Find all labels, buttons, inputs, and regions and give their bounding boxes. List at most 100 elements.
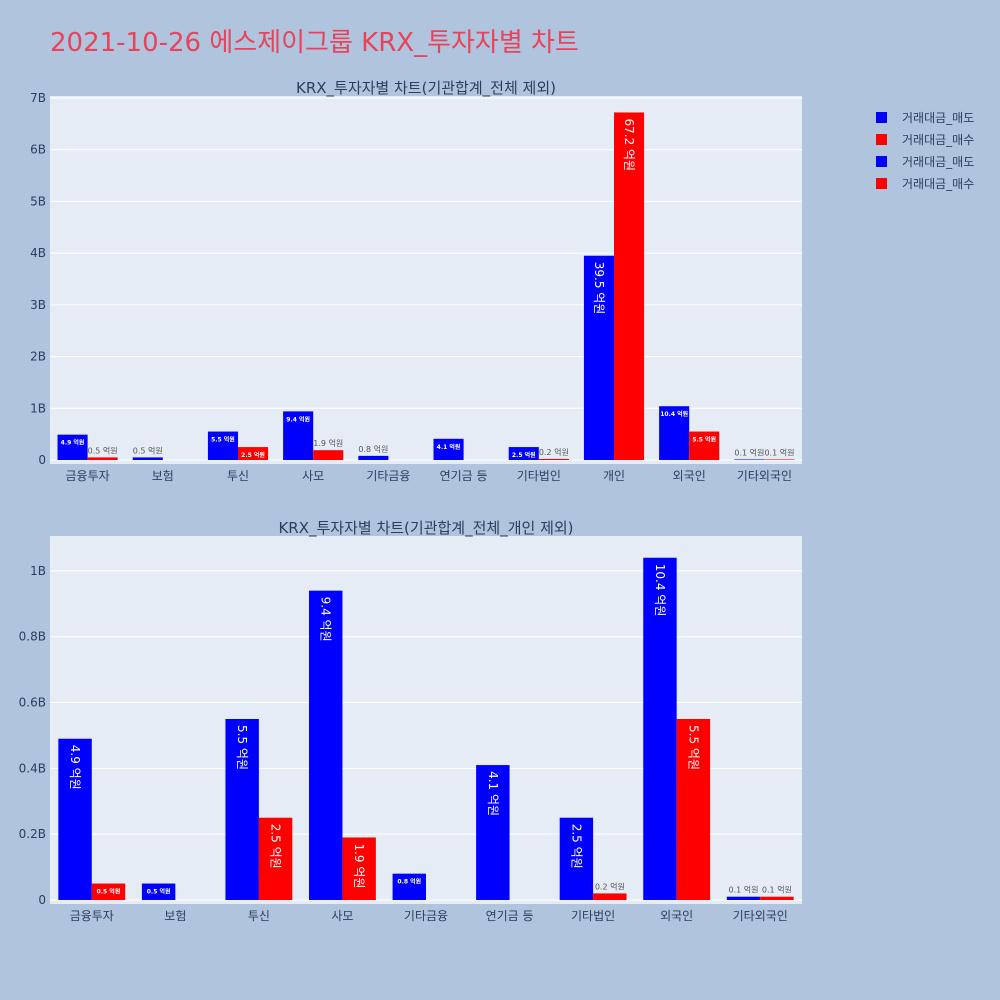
- data-label: 39.5 억원: [592, 262, 606, 315]
- data-label: 0.2 억원: [595, 881, 625, 891]
- y-tick-label: 0: [38, 453, 46, 467]
- x-tick-label: 기타외국인: [737, 469, 792, 483]
- y-tick-label: 1B: [30, 401, 46, 415]
- bar: [476, 765, 510, 900]
- legend-label: 거래대금_매도: [902, 154, 975, 169]
- x-tick-label: 개인: [603, 469, 625, 483]
- legend[interactable]: 거래대금_매도 거래대금_매수 거래대금_매도 거래대금_매수: [876, 106, 974, 194]
- x-tick-label: 연기금 등: [440, 469, 488, 483]
- bar: [559, 817, 594, 900]
- data-label: 0.1 억원: [762, 885, 792, 895]
- bar: [238, 447, 269, 460]
- data-label: 0.1 억원: [734, 447, 764, 457]
- x-tick-label: 보험: [164, 909, 186, 923]
- y-tick-label: 0.8B: [19, 630, 46, 644]
- bar: [726, 896, 761, 900]
- bar: [132, 457, 163, 460]
- legend-label: 거래대금_매도: [902, 110, 975, 125]
- legend-swatch: [876, 133, 887, 145]
- bar: [614, 112, 645, 460]
- data-label: 4.1 억원: [486, 771, 500, 816]
- x-tick-label: 투신: [227, 469, 249, 483]
- legend-swatch: [876, 177, 887, 189]
- bar: [207, 431, 238, 460]
- x-tick-label: 보험: [152, 469, 174, 483]
- data-label: 4.9 억원: [61, 439, 85, 447]
- data-label: 0.2 억원: [539, 447, 569, 457]
- bar: [283, 411, 314, 460]
- page-title: 2021-10-26 에스제이그룹 KRX_투자자별 차트: [50, 28, 579, 58]
- bar: [659, 406, 690, 460]
- data-label: 10.4 억원: [653, 564, 667, 617]
- y-tick-label: 0.2B: [19, 827, 46, 841]
- data-label: 5.5 억원: [692, 436, 716, 444]
- bar: [593, 893, 627, 900]
- y-tick-label: 4B: [30, 246, 46, 260]
- chart-title: KRX_투자자별 차트(기관합계_전체 제외): [296, 79, 556, 98]
- data-label: 2.5 억원: [512, 451, 536, 459]
- data-label: 4.1 억원: [437, 443, 461, 451]
- legend-item[interactable]: 거래대금_매수: [876, 172, 974, 194]
- bar: [258, 817, 293, 900]
- legend-swatch: [876, 155, 887, 167]
- data-label: 1.9 억원: [313, 438, 343, 448]
- x-tick-label: 연기금 등: [486, 909, 534, 923]
- bar: [676, 719, 711, 900]
- bar: [309, 590, 343, 900]
- y-tick-label: 0.6B: [19, 696, 46, 710]
- data-label: 0.5 억원: [97, 888, 121, 896]
- legend-label: 거래대금_매수: [902, 132, 975, 147]
- data-label: 2.5 억원: [269, 824, 283, 869]
- data-label: 5.5 억원: [686, 725, 700, 770]
- bar: [342, 837, 376, 900]
- x-tick-label: 사모: [331, 909, 353, 923]
- y-tick-label: 5B: [30, 194, 46, 208]
- bar: [643, 557, 677, 900]
- x-tick-label: 기타법인: [571, 909, 615, 923]
- bar: [57, 434, 88, 460]
- legend-item[interactable]: 거래대금_매도: [876, 150, 974, 172]
- data-label: 0.8 억원: [358, 444, 388, 454]
- data-label: 0.1 억원: [729, 885, 759, 895]
- bar: [583, 255, 614, 460]
- y-tick-label: 1B: [30, 564, 46, 578]
- y-tick-label: 3B: [30, 298, 46, 312]
- legend-swatch: [876, 111, 887, 123]
- x-tick-label: 외국인: [673, 469, 706, 483]
- bar: [141, 883, 176, 900]
- data-label: 5.5 억원: [235, 725, 249, 770]
- x-tick-label: 기타외국인: [733, 909, 788, 923]
- data-label: 2.5 억원: [241, 451, 265, 459]
- data-label: 0.5 억원: [133, 445, 163, 455]
- data-label: 0.1 억원: [764, 447, 794, 457]
- data-label: 1.9 억원: [352, 843, 366, 888]
- bar: [760, 896, 794, 900]
- x-tick-label: 기타법인: [517, 469, 561, 483]
- y-tick-label: 0.4B: [19, 761, 46, 775]
- bar: [764, 459, 795, 460]
- x-tick-label: 투신: [248, 909, 270, 923]
- bar: [734, 459, 765, 460]
- bar: [358, 455, 389, 460]
- x-tick-label: 기타금융: [404, 909, 448, 923]
- legend-label: 거래대금_매수: [902, 176, 975, 191]
- x-tick-label: 금융투자: [66, 469, 110, 483]
- chart-title: KRX_투자자별 차트(기관합계_전체_개인 제외): [278, 519, 573, 538]
- x-tick-label: 사모: [302, 469, 324, 483]
- bar: [313, 450, 344, 460]
- data-label: 10.4 억원: [660, 410, 688, 418]
- data-label: 67.2 억원: [622, 118, 636, 171]
- bar: [392, 873, 426, 900]
- data-label: 0.8 억원: [397, 878, 421, 886]
- y-tick-label: 7B: [30, 91, 46, 105]
- y-tick-label: 2B: [30, 350, 46, 364]
- bar: [58, 738, 92, 900]
- data-label: 0.5 억원: [88, 445, 118, 455]
- bar: [538, 458, 569, 460]
- data-label: 5.5 억원: [211, 436, 235, 444]
- data-label: 9.4 억원: [286, 415, 310, 423]
- legend-item[interactable]: 거래대금_매수: [876, 128, 974, 150]
- legend-item[interactable]: 거래대금_매도: [876, 106, 974, 128]
- x-tick-label: 기타금융: [366, 469, 410, 483]
